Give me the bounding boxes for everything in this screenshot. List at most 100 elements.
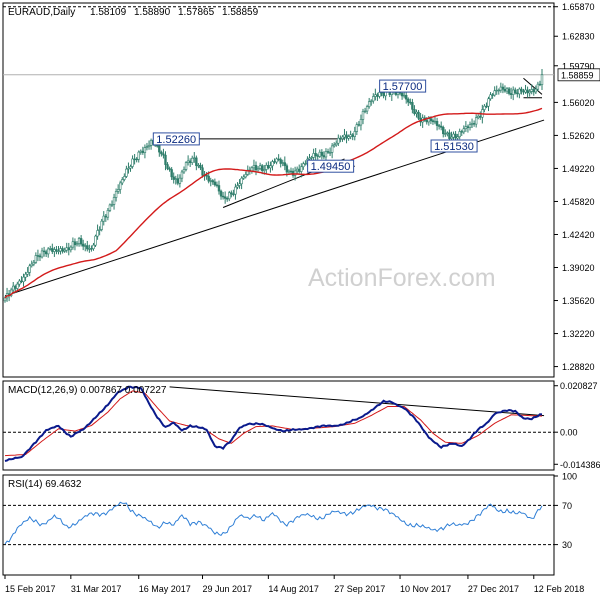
candle-body: [355, 124, 359, 132]
candle-body: [298, 168, 301, 172]
candle-body: [281, 162, 284, 164]
macd-y-tick-label: 0.020827: [560, 381, 598, 391]
candle-body: [365, 106, 369, 112]
candle: [353, 126, 356, 141]
candle-body: [304, 163, 307, 165]
candle-body: [503, 89, 507, 92]
y-tick-label: 1.52620: [562, 131, 595, 141]
candle-body: [485, 105, 488, 108]
watermark: ActionForex.com: [308, 264, 496, 292]
candle: [411, 98, 414, 114]
candle-body: [528, 91, 531, 94]
candle-body: [435, 120, 439, 126]
candle: [119, 180, 122, 194]
candle: [162, 148, 165, 159]
candle-body: [505, 88, 509, 92]
candle: [32, 259, 36, 267]
candle-body: [96, 230, 99, 237]
candle-body: [22, 276, 25, 282]
candle-body: [347, 136, 350, 139]
candle-body: [106, 210, 110, 218]
candle-body: [279, 159, 282, 164]
candle-body: [234, 186, 237, 195]
candle: [61, 246, 64, 254]
candle-body: [462, 128, 466, 133]
candle-body: [372, 96, 375, 102]
candle-body: [320, 151, 324, 156]
candle-body: [28, 265, 31, 273]
candle-body: [437, 125, 441, 127]
candle-body: [228, 192, 231, 200]
candle-body: [431, 120, 435, 123]
candle: [230, 190, 233, 198]
ohlc-high: 1.58890: [134, 7, 171, 18]
annotation-label: 1.57700: [383, 81, 423, 93]
candle: [520, 86, 523, 95]
candle: [302, 161, 305, 170]
candle: [407, 97, 410, 107]
candle: [324, 148, 328, 162]
annotation-label: 1.52260: [156, 134, 196, 146]
candle: [236, 182, 239, 190]
candle-body: [532, 89, 535, 93]
macd-title: MACD(12,26,9) 0.007867 0.007227: [8, 385, 167, 396]
x-tick-label: 27 Sep 2017: [334, 584, 385, 594]
candle-body: [263, 169, 266, 171]
candle-body: [209, 180, 212, 182]
candle: [328, 147, 332, 157]
candle-body: [446, 132, 449, 134]
y-tick-label: 1.32220: [562, 329, 595, 339]
candle: [223, 191, 227, 204]
candle: [540, 69, 544, 91]
candle-body: [491, 94, 494, 96]
candle-body: [330, 145, 334, 153]
y-tick-label: 1.49220: [562, 164, 595, 174]
candle: [275, 157, 278, 165]
candle-body: [121, 179, 124, 184]
price-annotation: 1.51530: [430, 139, 478, 153]
y-tick-label: 1.28820: [562, 362, 595, 372]
candle: [195, 155, 198, 171]
candle: [184, 161, 188, 172]
candle: [24, 271, 27, 282]
symbol-title: EURAUD,Daily: [8, 7, 75, 18]
rsi-y-tick-label: 100: [562, 472, 577, 482]
candle-body: [458, 131, 461, 137]
candle-body: [357, 124, 361, 126]
candle-body: [363, 110, 367, 113]
candle-body: [312, 153, 315, 158]
candle: [314, 148, 317, 161]
candle-body: [219, 190, 223, 197]
candle-body: [367, 101, 371, 107]
y-tick-label: 1.59790: [562, 61, 595, 71]
candle-body: [483, 105, 486, 110]
candle: [57, 245, 60, 255]
candle-body: [464, 126, 468, 130]
candle-body: [514, 89, 517, 94]
candle-body: [86, 245, 89, 250]
candle-body: [3, 297, 7, 302]
candle: [326, 148, 330, 154]
candle-body: [522, 90, 525, 93]
candle-body: [116, 189, 120, 192]
candle-body: [509, 93, 513, 95]
candle: [219, 189, 223, 200]
candle-body: [520, 88, 523, 92]
candle-body: [178, 177, 182, 184]
candle-body: [479, 115, 482, 118]
candle-body: [230, 192, 233, 195]
candle-body: [308, 157, 311, 160]
candle: [79, 235, 83, 247]
candle: [217, 180, 221, 195]
candle-body: [361, 111, 365, 120]
candle: [320, 149, 324, 160]
x-tick-label: 15 Feb 2017: [5, 584, 56, 594]
candle: [437, 124, 441, 130]
candle: [444, 129, 447, 137]
candle: [114, 188, 118, 202]
candle: [238, 179, 241, 189]
candle: [110, 200, 114, 208]
candle-body: [400, 92, 404, 97]
candle-body: [184, 162, 188, 170]
candle-body: [18, 280, 21, 285]
